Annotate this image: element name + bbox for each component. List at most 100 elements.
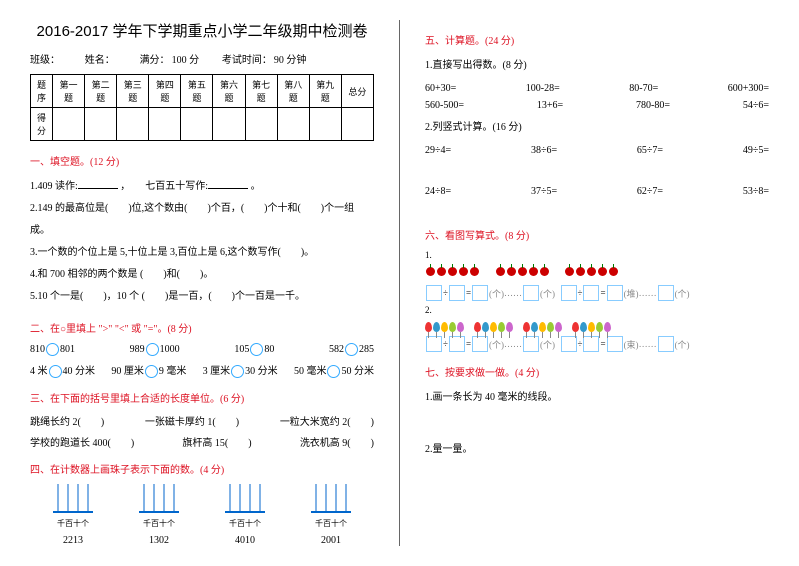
calc-item: 62÷7= xyxy=(637,186,663,197)
balloon-figure xyxy=(425,322,769,332)
section-1-heading: 一、填空题。(12 分) xyxy=(30,153,374,168)
question-text: 2.149 的最高位是( )位,这个数由( )个百，( )个十和( )个一组成。 xyxy=(30,198,374,242)
grid-cell: 第三题 xyxy=(117,75,149,108)
circle-blank xyxy=(327,365,340,378)
num: 9 毫米 xyxy=(159,366,187,377)
question-text: 3.一个数的个位上是 5,十位上是 3,百位上是 6,这个数写作( )。 xyxy=(30,242,374,264)
grid-cell xyxy=(309,108,341,141)
grid-cell xyxy=(117,108,149,141)
abacus: 千百十个 2001 xyxy=(306,484,356,546)
unit-row: 学校的跑道长 400( ) 旗杆高 15( ) 洗衣机高 9( ) xyxy=(30,434,374,449)
ellipsis: …… xyxy=(504,288,522,298)
grid-cell xyxy=(341,108,373,141)
calc-row: 60+30= 100-28= 80-70= 600+300= xyxy=(425,83,769,94)
section-7-heading: 七、按要求做一做。(4 分) xyxy=(425,364,769,379)
abacus-number: 1302 xyxy=(134,535,184,546)
num: 810 xyxy=(30,344,45,355)
circle-blank xyxy=(146,343,159,356)
blank xyxy=(208,178,248,189)
calc-item: 13+6= xyxy=(537,100,563,111)
section-2-heading: 二、在○里填上 ">" "<" 或 "="。(8 分) xyxy=(30,320,374,335)
section-4-heading: 四、在计数器上画珠子表示下面的数。(4 分) xyxy=(30,461,374,476)
time-value: 90 分钟 xyxy=(274,51,307,66)
question-text: 1.409 读作: ， 七百五十写作: 。 xyxy=(30,176,374,198)
calc-item: 60+30= xyxy=(425,83,456,94)
exam-title: 2016-2017 学年下学期重点小学二年级期中检测卷 xyxy=(30,20,374,41)
grid-cell: 第五题 xyxy=(181,75,213,108)
num: 1000 xyxy=(160,344,180,355)
abacus-row: 千百十个 2213 千百十个 1302 千百十个 4010 千百十个 2001 xyxy=(30,484,374,546)
sub-heading: 1.直接写出得数。(8 分) xyxy=(425,55,769,77)
grid-cell: 题序 xyxy=(31,75,53,108)
compare-row: 810801 9891000 10580 582285 xyxy=(30,343,374,356)
num: 285 xyxy=(359,344,374,355)
abacus: 千百十个 4010 xyxy=(220,484,270,546)
grid-cell: 第一题 xyxy=(53,75,85,108)
abacus: 千百十个 1302 xyxy=(134,484,184,546)
num: 801 xyxy=(60,344,75,355)
class-label: 班级： xyxy=(30,51,60,66)
unit: (个) xyxy=(489,338,504,351)
grid-cell xyxy=(245,108,277,141)
grid-cell xyxy=(85,108,117,141)
unit: (个) xyxy=(489,287,504,300)
grid-cell: 第八题 xyxy=(277,75,309,108)
calc-item: 560-500= xyxy=(425,100,464,111)
grid-cell: 得分 xyxy=(31,108,53,141)
time-label: 考试时间： xyxy=(222,51,272,66)
num: 90 厘米 xyxy=(111,366,144,377)
section-3-heading: 三、在下面的括号里填上合适的长度单位。(6 分) xyxy=(30,390,374,405)
num: 4 米 xyxy=(30,366,48,377)
circle-blank xyxy=(49,365,62,378)
sub-heading: 2.列竖式计算。(16 分) xyxy=(425,117,769,139)
abacus-number: 2001 xyxy=(306,535,356,546)
section-5-heading: 五、计算题。(24 分) xyxy=(425,32,769,47)
circle-blank xyxy=(250,343,263,356)
unit: (个) xyxy=(675,287,690,300)
grid-cell: 第九题 xyxy=(309,75,341,108)
num: 3 厘米 xyxy=(203,366,231,377)
num: 30 分米 xyxy=(245,366,278,377)
calc-item: 780-80= xyxy=(636,100,670,111)
abacus: 千百十个 2213 xyxy=(48,484,98,546)
blank xyxy=(78,178,118,189)
score-table: 题序 第一题 第二题 第三题 第四题 第五题 第六题 第七题 第八题 第九题 总… xyxy=(30,74,374,141)
unit-item: 一粒大米宽约 2( ) xyxy=(280,413,374,428)
circle-blank xyxy=(46,343,59,356)
unit-item: 学校的跑道长 400( ) xyxy=(30,434,134,449)
calc-row: 560-500= 13+6= 780-80= 54÷6= xyxy=(425,100,769,111)
question-text: 4.和 700 相邻的两个数是 ( )和( )。 xyxy=(30,264,374,286)
calc-item: 49÷5= xyxy=(743,145,769,156)
circle-blank xyxy=(145,365,158,378)
abacus-label: 千百十个 xyxy=(306,518,356,529)
equation-boxes: ÷=(个)……(个) ÷=(堆)……(个) xyxy=(425,285,769,301)
fullmark-label: 满分： xyxy=(140,51,170,66)
question-text: 5.10 个一是( )，10 个 ( )是一百，( )个一百是一千。 xyxy=(30,286,374,308)
unit: (堆) xyxy=(624,287,639,300)
question-text: 1.画一条长为 40 毫米的线段。 xyxy=(425,387,769,409)
num: 582 xyxy=(329,344,344,355)
unit: (个) xyxy=(675,338,690,351)
grid-cell: 第七题 xyxy=(245,75,277,108)
unit: (个) xyxy=(540,287,555,300)
abacus-label: 千百十个 xyxy=(220,518,270,529)
ellipsis: …… xyxy=(639,339,657,349)
calc-item: 38÷6= xyxy=(531,145,557,156)
circle-blank xyxy=(345,343,358,356)
calc-item: 100-28= xyxy=(526,83,560,94)
q1-part: ， 七百五十写作: xyxy=(120,181,208,192)
calc-item: 600+300= xyxy=(728,83,769,94)
question-text: 2.量一量。 xyxy=(425,439,769,461)
section-6-heading: 六、看图写算式。(8 分) xyxy=(425,227,769,242)
calc-item: 29÷4= xyxy=(425,145,451,156)
q1-part: 1.409 读作: xyxy=(30,181,78,192)
num: 105 xyxy=(234,344,249,355)
num: 80 xyxy=(264,344,274,355)
equation-boxes: ÷=(个)……(个) ÷=(束)……(个) xyxy=(425,336,769,352)
grid-cell xyxy=(213,108,245,141)
calc-item: 65÷7= xyxy=(637,145,663,156)
abacus-label: 千百十个 xyxy=(134,518,184,529)
unit-item: 跳绳长约 2( ) xyxy=(30,413,104,428)
unit: (个) xyxy=(540,338,555,351)
q1-part: 。 xyxy=(251,181,261,192)
